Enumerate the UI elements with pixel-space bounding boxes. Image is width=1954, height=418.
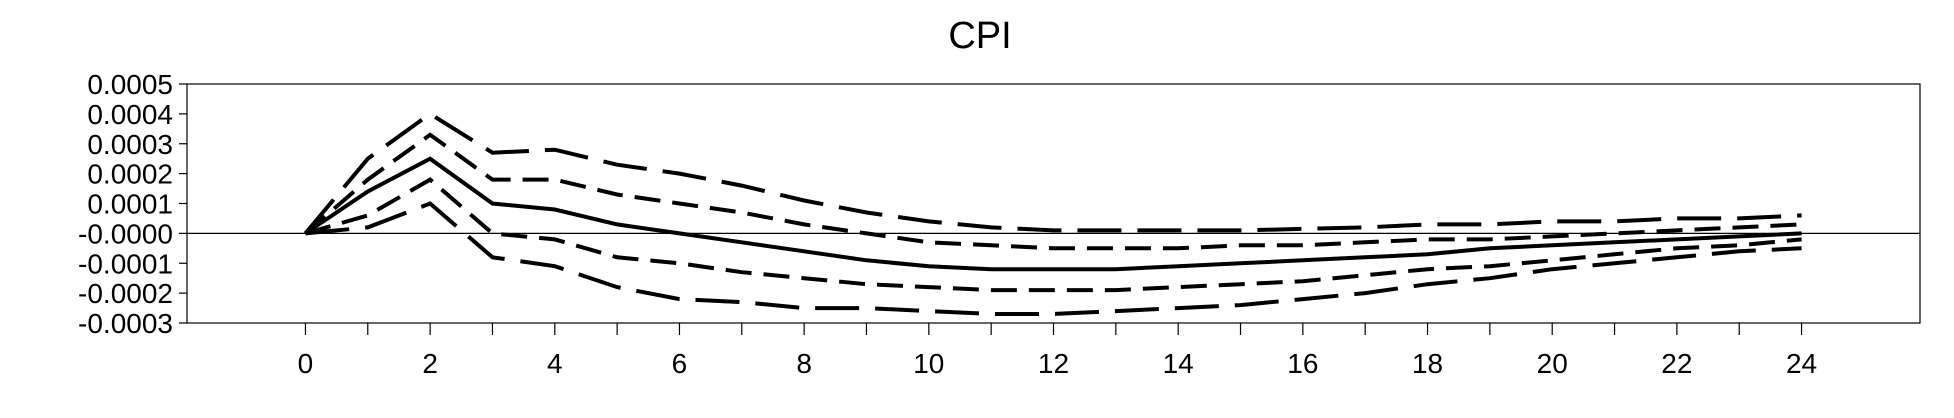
series-line-4 xyxy=(303,111,1802,235)
plot-frame xyxy=(186,83,1921,324)
x-tick-label: 16 xyxy=(1287,348,1318,379)
x-tick-label: 24 xyxy=(1786,348,1817,379)
y-tick-label: 0.0005 xyxy=(87,69,173,100)
x-tick-label: 12 xyxy=(1038,348,1069,379)
x-tick-label: 18 xyxy=(1412,348,1443,379)
y-tick-label: 0.0002 xyxy=(87,159,173,190)
y-tick-label: -0.0000 xyxy=(78,218,173,249)
y-tick-label: -0.0002 xyxy=(78,278,173,309)
series-line-1 xyxy=(304,156,1802,272)
y-tick-label: -0.0001 xyxy=(78,248,173,279)
series-line-3 xyxy=(304,177,1802,293)
x-axis: 0 2 4 6 8 10 12 14 16 18 20 22 24 xyxy=(298,323,1817,379)
y-axis: -0.0003-0.0002-0.0001-0.00000.00010.0002… xyxy=(78,69,187,339)
x-tick-label: 8 xyxy=(796,348,812,379)
series-layer xyxy=(303,111,1802,316)
y-tick-label: 0.0004 xyxy=(87,99,173,130)
y-tick-label: -0.0003 xyxy=(78,308,173,339)
series-line-2 xyxy=(304,132,1802,251)
x-tick-label: 6 xyxy=(672,348,688,379)
series-line-5 xyxy=(305,201,1802,316)
chart-title: CPI xyxy=(948,15,1011,57)
x-tick-label: 20 xyxy=(1537,348,1568,379)
x-tick-label: 0 xyxy=(298,348,314,379)
x-tick-label: 2 xyxy=(422,348,438,379)
plot-border xyxy=(186,83,1921,324)
x-tick-label: 22 xyxy=(1661,348,1692,379)
x-tick-label: 4 xyxy=(547,348,563,379)
y-tick-label: 0.0003 xyxy=(87,129,173,160)
x-tick-label: 10 xyxy=(913,348,944,379)
y-tick-label: 0.0001 xyxy=(87,189,173,220)
x-tick-label: 14 xyxy=(1163,348,1194,379)
